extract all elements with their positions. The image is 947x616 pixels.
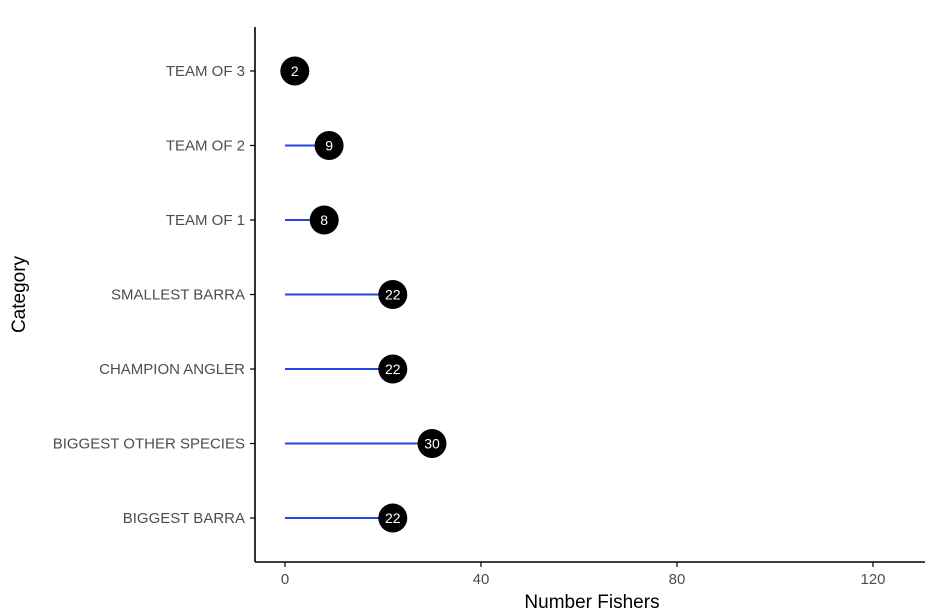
y-tick-label: SMALLEST BARRA [111,287,245,304]
x-axis: 0 40 80 120 Number Fishers [255,561,925,613]
y-tick-label: TEAM OF 1 [166,212,245,229]
x-tick-label: 120 [860,571,885,588]
lollipop-point [417,429,447,458]
x-axis-title: Number Fishers [524,592,659,613]
x-tick-label: 80 [669,571,686,588]
data-label: 9 [325,138,333,154]
y-tick-label: TEAM OF 2 [166,138,245,155]
y-axis: BIGGEST BARRA BIGGEST OTHER SPECIES CHAMPI… [9,27,256,562]
data-label: 2 [291,63,299,79]
lollipop-point [309,205,339,235]
lollipop-point [314,131,344,160]
lollipop-point [378,280,408,309]
x-tick-label: 40 [473,571,490,588]
y-tick-label: TEAM OF 3 [166,63,245,80]
data-label: 22 [385,510,401,526]
data-label: 8 [320,212,328,228]
data-label: 30 [424,436,440,452]
x-tick-label: 0 [281,571,289,588]
y-tick-label: BIGGEST OTHER SPECIES [53,436,245,453]
data-marks: 22 30 22 22 8 9 2 [280,56,447,533]
x-ticks: 0 40 80 120 [281,562,886,588]
lollipop-point [378,503,408,533]
lollipop-point [280,56,310,86]
data-label: 22 [385,361,401,377]
y-ticks: BIGGEST BARRA BIGGEST OTHER SPECIES CHAMPI… [53,63,255,527]
y-tick-label: CHAMPION ANGLER [99,361,245,378]
data-label: 22 [385,287,401,303]
y-tick-label: BIGGEST BARRA [123,510,245,527]
y-axis-title: Category [9,255,30,333]
lollipop-point [378,354,408,384]
